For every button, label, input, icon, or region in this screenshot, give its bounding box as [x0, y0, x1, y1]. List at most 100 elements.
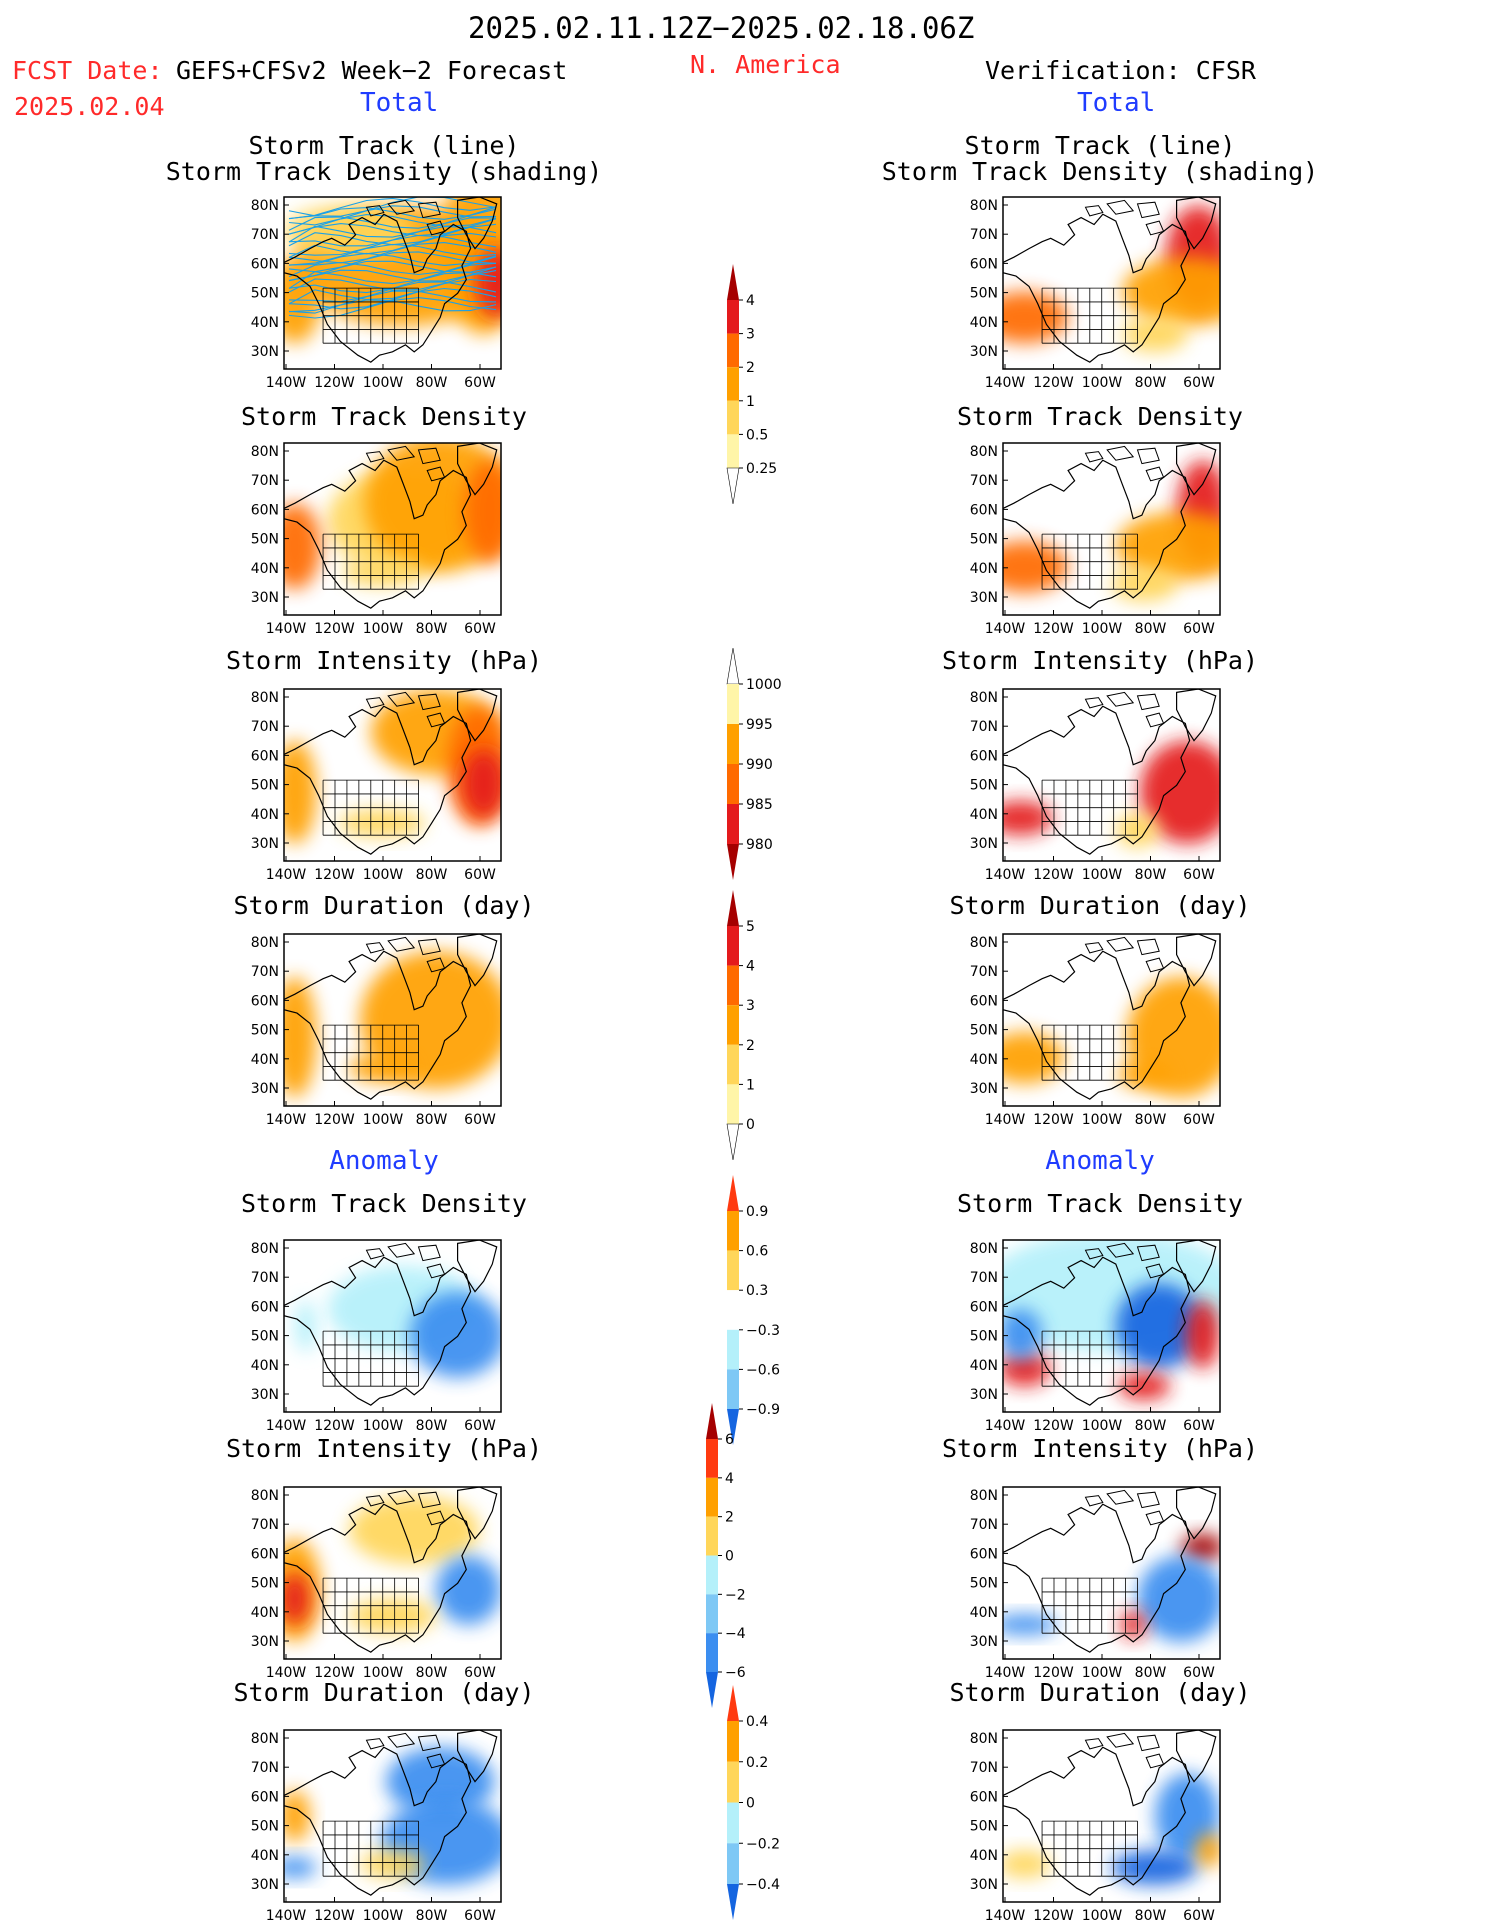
shade-blob: [1180, 1533, 1220, 1561]
shade-blob: [1003, 1614, 1058, 1635]
coastline-island: [1106, 1732, 1135, 1748]
lon-tick-label: 60W: [1183, 621, 1215, 637]
colorbar-upper-arrow: [727, 890, 739, 926]
lat-tick-label: 40N: [970, 1605, 998, 1621]
lon-tick-label: 140W: [266, 1418, 307, 1434]
lat-tick-label: 70N: [970, 473, 998, 489]
storm-track-line: [288, 256, 497, 278]
lon-tick-label: 140W: [985, 375, 1026, 391]
colorbar-label: 985: [746, 797, 773, 813]
lat-tick-label: 80N: [970, 935, 998, 951]
lon-tick-label: 60W: [464, 621, 496, 637]
title-v-duration: Storm Duration (day): [949, 891, 1251, 920]
title-v-track-shading: Storm Track Density (shading): [881, 157, 1319, 186]
lon-tick-label: 100W: [363, 621, 404, 637]
coastline-greenland: [457, 197, 498, 250]
storm-track-line: [288, 290, 497, 313]
lon-tick-label: 100W: [1082, 867, 1123, 883]
lat-tick-label: 50N: [970, 532, 998, 548]
colorbar-label: −0.3: [746, 1323, 780, 1339]
lon-tick-label: 80W: [1135, 375, 1167, 391]
colorbar-segment: [727, 1329, 739, 1370]
coastline-island: [1084, 1738, 1104, 1750]
lon-tick-label: 120W: [314, 867, 355, 883]
shading-v-density: [1003, 443, 1220, 609]
coastline-island: [1106, 936, 1135, 952]
map-panel-v-duration: 30N 40N 50N 60N 70N 80N 140W 120W 100W 80W 60W: [970, 933, 1221, 1128]
lat-tick-label: 40N: [970, 315, 998, 331]
colorbar-segment: [706, 1633, 718, 1672]
lat-tick-label: 30N: [970, 1634, 998, 1650]
lon-tick-label: 100W: [363, 1908, 404, 1924]
shading-f-density: [284, 443, 501, 609]
lon-tick-label: 100W: [1082, 1418, 1123, 1434]
coastline-island: [1145, 1753, 1165, 1769]
title-va-density: Storm Track Density: [957, 1189, 1243, 1218]
storm-track-line: [288, 270, 497, 293]
colorbar-segment: [727, 804, 739, 844]
coastline-island: [1084, 697, 1104, 709]
colorbar-label: −2: [725, 1587, 746, 1603]
lat-tick-label: 70N: [970, 227, 998, 243]
coastline: [284, 1746, 472, 1896]
lat-tick-label: 30N: [970, 1081, 998, 1097]
title-va-intensity: Storm Intensity (hPa): [941, 1434, 1259, 1463]
coastline-island: [365, 1495, 385, 1507]
title-fa-duration: Storm Duration (day): [233, 1678, 535, 1707]
coastline-island: [365, 697, 385, 709]
lon-tick-label: 60W: [1183, 1112, 1215, 1128]
shade-blob: [338, 809, 426, 837]
coastline-island: [426, 466, 446, 482]
map-frame: [283, 1239, 502, 1413]
lat-tick-label: 40N: [251, 1358, 279, 1374]
map-panel-va-duration: 30N 40N 50N 60N 70N 80N 140W 120W 100W 80W 60W: [970, 1729, 1221, 1924]
coastline: [1003, 459, 1191, 609]
shade-blob: [284, 1857, 317, 1878]
lon-tick-label: 80W: [416, 1665, 448, 1681]
anomaly-left-label: Anomaly: [329, 1146, 439, 1176]
colorbar-label: 3: [746, 998, 755, 1014]
lat-tick-label: 50N: [251, 532, 279, 548]
lat-tick-label: 50N: [970, 286, 998, 302]
title-f-density: Storm Track Density: [241, 402, 527, 431]
region-label: N. America: [690, 50, 841, 79]
coastline-island: [417, 1244, 441, 1262]
shade-blob: [359, 951, 501, 1089]
colorbar-label: −0.9: [746, 1402, 780, 1418]
shade-blob: [284, 1790, 311, 1842]
coastline: [284, 1256, 472, 1406]
colorbar-label: 0.2: [746, 1755, 768, 1771]
lat-tick-label: 50N: [970, 1329, 998, 1345]
lat-tick-label: 30N: [251, 344, 279, 360]
lon-tick-label: 140W: [266, 621, 307, 637]
lon-tick-label: 60W: [464, 1665, 496, 1681]
shading-v-duration: [1003, 934, 1220, 1100]
coastline-greenland: [457, 689, 498, 742]
coastline-island: [417, 1491, 441, 1509]
coastline: [284, 459, 472, 609]
colorbar-segment: [727, 926, 739, 966]
lat-tick-label: 80N: [970, 444, 998, 460]
lon-tick-label: 60W: [464, 1418, 496, 1434]
lon-tick-label: 120W: [314, 1418, 355, 1434]
lat-tick-label: 30N: [970, 590, 998, 606]
lat-tick-label: 70N: [970, 1760, 998, 1776]
coastline-island: [1136, 447, 1160, 465]
shading-f-track: [284, 197, 501, 363]
coastline-island: [1106, 1489, 1135, 1505]
colorbar-label: −4: [725, 1626, 746, 1642]
title-v-density: Storm Track Density: [957, 402, 1243, 431]
title-fa-intensity: Storm Intensity (hPa): [225, 1434, 543, 1463]
coastline-island: [365, 942, 385, 954]
coastline-greenland: [457, 934, 498, 987]
total-right-label: Total: [1077, 88, 1156, 118]
shade-blob: [1139, 740, 1220, 844]
lat-tick-label: 60N: [970, 1546, 998, 1562]
title-f-track-line: Storm Track (line): [248, 131, 520, 160]
colorbar-segment: [727, 764, 739, 804]
coastline-island: [1084, 1248, 1104, 1260]
coastline-greenland: [1175, 689, 1217, 742]
lat-tick-label: 50N: [251, 778, 279, 794]
coastline-island: [1136, 1244, 1160, 1262]
colorbar-lower-arrow: [726, 1123, 740, 1161]
